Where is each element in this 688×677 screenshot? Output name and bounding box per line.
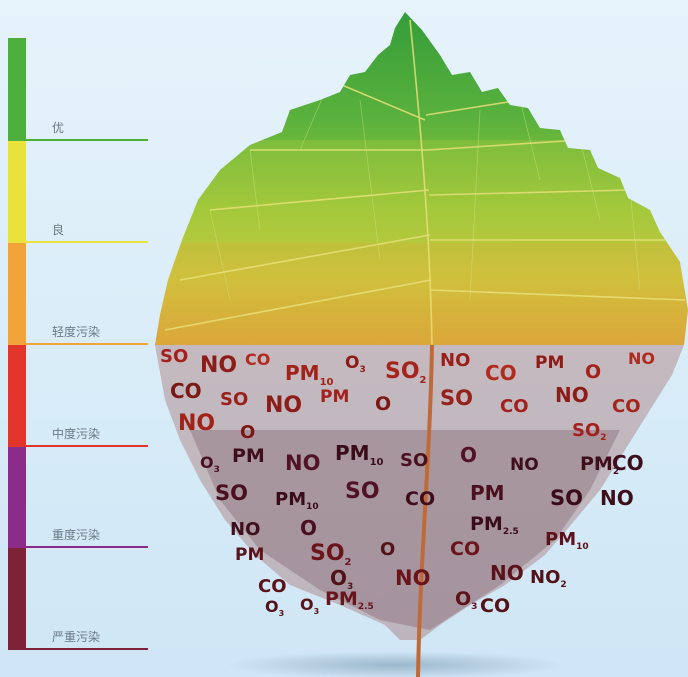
svg-text:O3: O3	[200, 453, 220, 475]
svg-text:CO: CO	[405, 488, 435, 510]
svg-text:CO: CO	[612, 451, 644, 475]
svg-text:SO2: SO2	[310, 541, 352, 568]
svg-text:O3: O3	[330, 566, 353, 592]
svg-text:NO: NO	[200, 353, 237, 378]
svg-text:NO: NO	[555, 383, 589, 407]
svg-text:CO: CO	[612, 396, 641, 417]
svg-text:CO: CO	[258, 576, 287, 597]
leaf-stem	[416, 344, 434, 677]
pollutant-cloud: SO NO CO PM10 O3 SO2 NO CO PM O NO CO SO…	[160, 346, 655, 618]
level-divider-good	[26, 241, 148, 243]
svg-text:O3: O3	[265, 597, 284, 618]
level-band-severe	[8, 548, 26, 650]
svg-text:SO: SO	[215, 481, 248, 505]
svg-text:SO2: SO2	[572, 420, 607, 443]
svg-text:O3: O3	[455, 588, 477, 612]
level-divider-heavy	[26, 546, 148, 548]
svg-text:O: O	[240, 422, 255, 443]
svg-text:PM: PM	[535, 353, 564, 373]
level-band-excellent	[8, 38, 26, 141]
svg-text:NO: NO	[285, 451, 320, 475]
level-label-moderate: 中度污染	[52, 427, 101, 441]
svg-text:NO2: NO2	[530, 567, 567, 590]
svg-text:CO: CO	[500, 396, 529, 417]
svg-text:SO: SO	[550, 486, 583, 510]
level-label-excellent: 优	[52, 121, 65, 135]
svg-text:PM: PM	[320, 387, 349, 407]
svg-text:NO: NO	[600, 486, 634, 510]
svg-text:NO: NO	[510, 455, 539, 475]
svg-text:PM2: PM2	[580, 453, 619, 477]
leaf-lower	[155, 345, 684, 640]
svg-text:O: O	[375, 393, 391, 415]
svg-text:NO: NO	[265, 393, 302, 418]
svg-text:NO: NO	[628, 349, 655, 368]
svg-text:PM10: PM10	[275, 489, 319, 512]
svg-text:PM: PM	[232, 445, 265, 467]
level-band-light	[8, 243, 26, 345]
level-band-heavy	[8, 447, 26, 548]
level-divider-light	[26, 343, 148, 345]
svg-text:NO: NO	[490, 561, 524, 585]
svg-text:SO: SO	[345, 479, 380, 504]
svg-text:O3: O3	[345, 353, 366, 375]
svg-text:PM2.5: PM2.5	[325, 588, 374, 612]
svg-text:PM2.5: PM2.5	[470, 513, 519, 537]
level-divider-excellent	[26, 139, 148, 141]
level-label-heavy: 重度污染	[52, 528, 101, 542]
svg-text:NO: NO	[395, 566, 430, 590]
svg-text:PM: PM	[470, 481, 505, 505]
level-label-light: 轻度污染	[52, 325, 101, 339]
level-label-good: 良	[52, 223, 65, 237]
level-band-good	[8, 141, 26, 243]
svg-text:NO: NO	[230, 519, 260, 540]
svg-text:O: O	[460, 443, 477, 467]
svg-text:PM10: PM10	[335, 441, 384, 468]
svg-text:CO: CO	[170, 379, 202, 403]
level-divider-moderate	[26, 445, 148, 447]
svg-text:PM10: PM10	[545, 529, 589, 552]
level-divider-severe	[26, 648, 148, 650]
svg-text:O3: O3	[300, 595, 319, 616]
svg-text:O: O	[585, 361, 601, 383]
svg-text:NO: NO	[178, 411, 215, 436]
level-band-moderate	[8, 345, 26, 447]
svg-text:SO2: SO2	[385, 359, 427, 386]
svg-text:O: O	[300, 516, 317, 540]
svg-text:SO: SO	[440, 386, 473, 410]
svg-text:CO: CO	[450, 538, 480, 560]
svg-text:SO: SO	[220, 389, 248, 410]
svg-text:PM10: PM10	[285, 361, 334, 388]
svg-text:CO: CO	[480, 595, 510, 617]
ground-shadow	[225, 651, 565, 677]
svg-text:CO: CO	[485, 361, 517, 385]
svg-text:CO: CO	[245, 350, 270, 369]
svg-text:NO: NO	[440, 350, 470, 371]
svg-text:SO: SO	[400, 450, 428, 471]
svg-text:O: O	[380, 539, 395, 560]
svg-text:SO: SO	[160, 346, 188, 367]
svg-text:PM: PM	[235, 545, 264, 565]
level-label-severe: 严重污染	[52, 630, 101, 644]
